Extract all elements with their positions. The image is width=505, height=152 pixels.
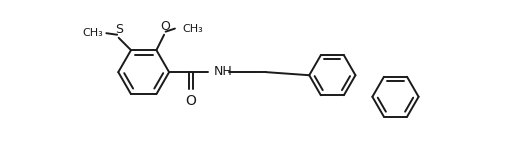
Text: CH₃: CH₃	[82, 28, 104, 38]
Text: NH: NH	[214, 65, 232, 78]
Text: O: O	[185, 95, 196, 109]
Text: CH₃: CH₃	[183, 24, 204, 34]
Text: S: S	[115, 22, 123, 36]
Text: O: O	[160, 20, 170, 33]
